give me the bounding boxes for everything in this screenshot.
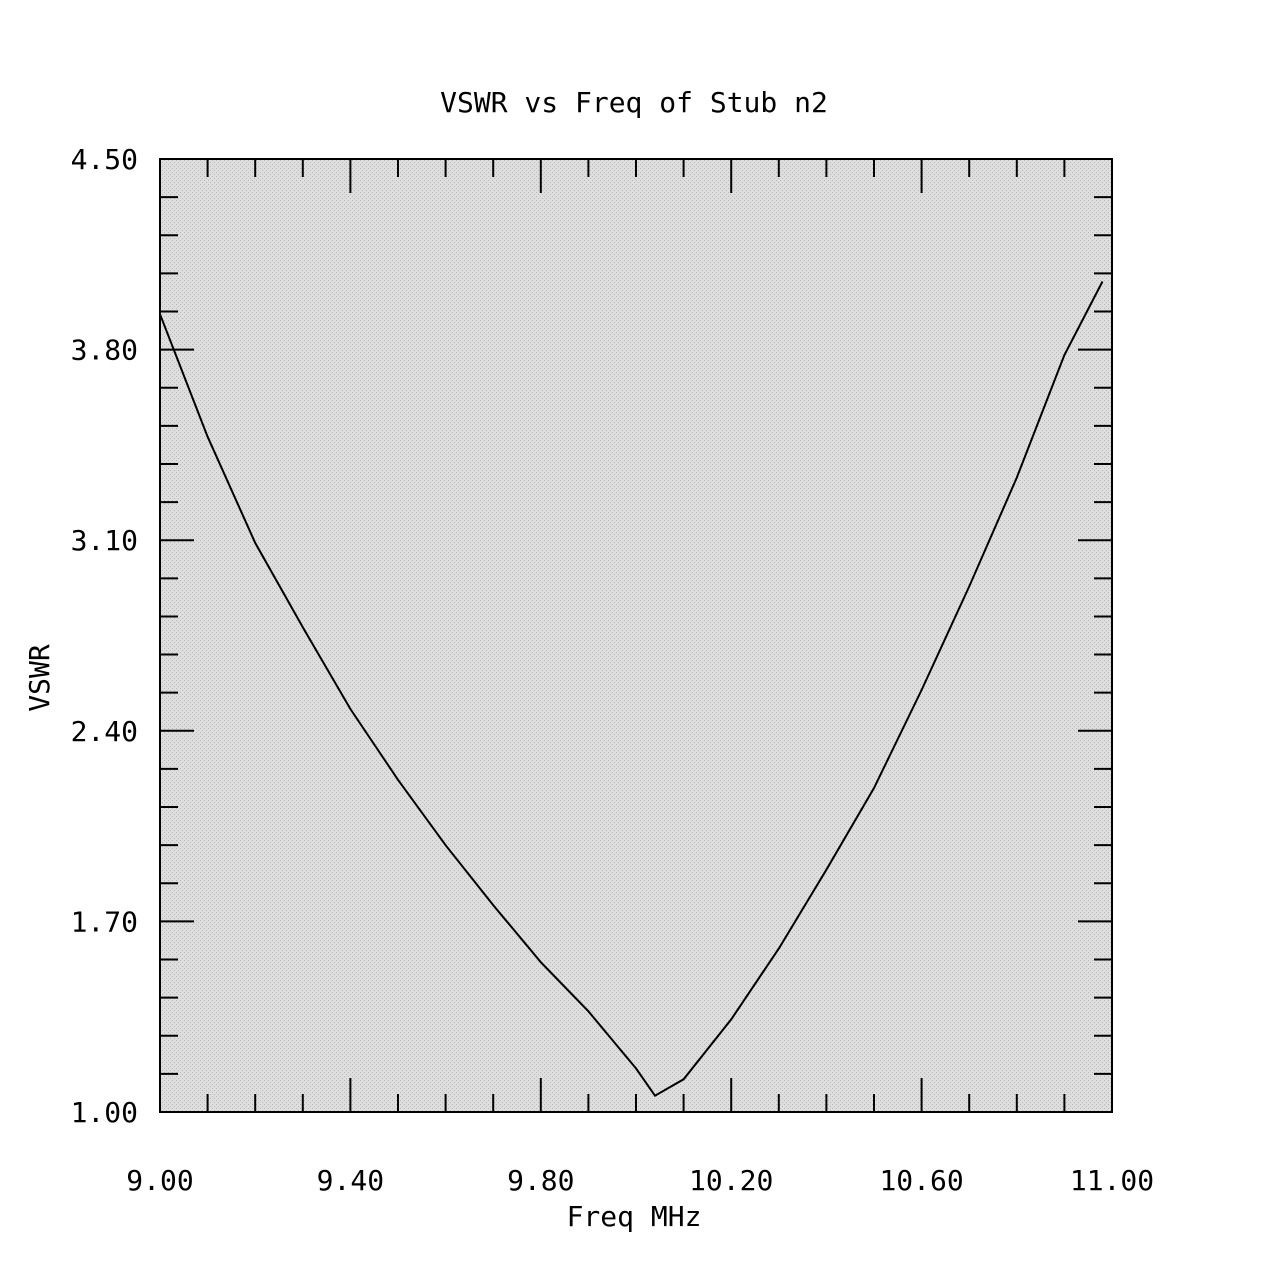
y-tick-label: 1.00 (71, 1096, 138, 1129)
chart-title: VSWR vs Freq of Stub n2 (440, 86, 828, 119)
x-tick-label: 10.20 (689, 1164, 773, 1197)
x-tick-label: 10.60 (879, 1164, 963, 1197)
tick-marks (159, 158, 1113, 1113)
plot-area (160, 159, 1112, 1112)
x-tick-label: 9.80 (507, 1164, 574, 1197)
y-tick-label: 3.10 (71, 524, 138, 557)
plot-frame (159, 158, 1113, 1113)
x-tick-label: 9.40 (317, 1164, 384, 1197)
y-tick-label: 4.50 (71, 143, 138, 176)
y-axis-label: VSWR (23, 644, 56, 712)
y-tick-label: 1.70 (71, 905, 138, 938)
vswr-series-line (159, 281, 1104, 1098)
y-tick-label: 3.80 (71, 334, 138, 367)
x-tick-label: 11.00 (1070, 1164, 1154, 1197)
tick-labels: 9.00 9.40 9.80 10.20 10.60 11.00 1.00 1.70 2.40 3… (71, 143, 1155, 1197)
x-axis-label: Freq MHz (567, 1200, 702, 1233)
x-tick-label: 9.00 (126, 1164, 193, 1197)
y-tick-label: 2.40 (71, 715, 138, 748)
